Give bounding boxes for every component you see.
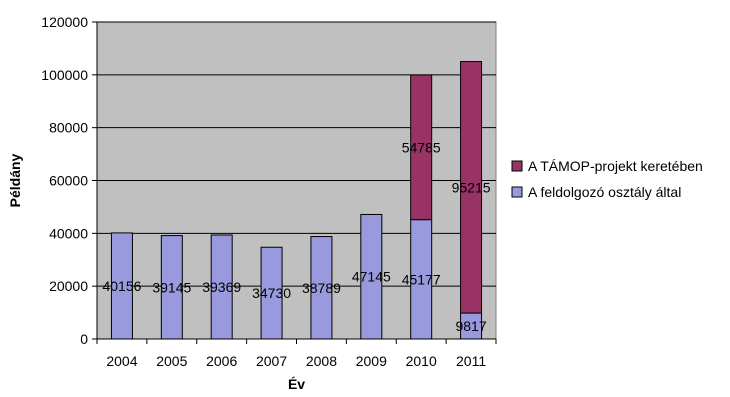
legend-item: A feldolgozó osztály által (528, 184, 681, 200)
data-labels: 40156 39145 39369 34730 38789 47145 45177 54785… (102, 139, 490, 334)
plot-area (96, 21, 497, 340)
x-tick-label: 2011 (456, 353, 486, 369)
legend: A TÁMOP-projekt keretében A feldolgozó os… (511, 158, 703, 200)
legend-item: A TÁMOP-projekt keretében (528, 158, 703, 174)
y-tick-label: 100000 (41, 67, 88, 83)
axes: 0 20000 40000 60000 80000 100000 120000 2004 200… (41, 14, 497, 369)
y-tick-label: 20000 (49, 278, 88, 294)
x-tick-label: 2007 (256, 353, 287, 369)
legend-swatch (511, 186, 523, 198)
x-tick-label: 2009 (356, 353, 387, 369)
data-label: 39369 (202, 279, 241, 295)
x-tick-label: 2008 (306, 353, 337, 369)
y-tick-label: 120000 (41, 14, 88, 30)
data-label: 38789 (302, 280, 341, 296)
y-axis-title: Példány (7, 153, 23, 207)
y-tick-label: 60000 (49, 173, 88, 189)
data-label: 39145 (152, 279, 191, 295)
y-tick-label: 0 (80, 331, 88, 347)
legend-swatch (511, 160, 523, 172)
y-tick-label: 80000 (49, 120, 88, 136)
data-label: 95215 (452, 179, 491, 195)
data-label: 47145 (352, 269, 391, 285)
x-axis-title: Év (288, 376, 305, 392)
bar-tamop-2011 (460, 61, 483, 314)
x-tick-label: 2006 (206, 353, 237, 369)
data-label: 45177 (402, 271, 441, 287)
x-tick-label: 2004 (106, 353, 137, 369)
y-tick-label: 40000 (49, 225, 88, 241)
data-label: 40156 (102, 278, 141, 294)
x-tick-label: 2010 (406, 353, 437, 369)
bar-tamop-2010 (410, 74, 433, 221)
data-label: 54785 (402, 139, 441, 155)
data-label: 9817 (455, 318, 486, 334)
x-tick-label: 2005 (156, 353, 187, 369)
data-label: 34730 (252, 285, 291, 301)
